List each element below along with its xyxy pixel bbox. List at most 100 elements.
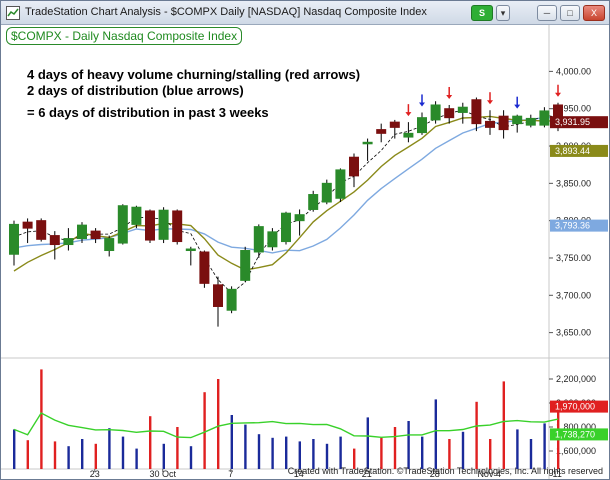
candle-body	[77, 224, 87, 240]
volume-bar	[325, 443, 329, 469]
price-tag: 3,931.95	[555, 117, 590, 127]
candle-body	[471, 99, 482, 125]
red-arrowhead-icon	[555, 92, 561, 97]
candle-body	[308, 194, 319, 210]
candle-body	[253, 226, 264, 253]
chart-app-icon	[6, 6, 20, 20]
chart-plot-area[interactable]: 4,000.003,950.003,900.003,850.003,800.00…	[1, 25, 609, 479]
candle-body	[417, 117, 427, 134]
volume-bar	[516, 429, 519, 469]
ma-mid-line	[13, 115, 559, 272]
volume-bar	[475, 401, 478, 469]
volume-bar	[529, 439, 533, 469]
candle-body	[185, 248, 196, 252]
volume-bar	[489, 439, 492, 469]
date-tick-label: 21	[362, 469, 372, 479]
volume-bar	[461, 431, 465, 469]
price-tag-bg	[550, 219, 608, 232]
symbol-label[interactable]: $COMPX - Daily Nasdaq Composite Index	[6, 27, 243, 45]
volume-tag-bg	[550, 428, 608, 441]
volume-tick-label: 1,600,000	[556, 446, 596, 456]
volume-bar	[53, 441, 57, 469]
volume-bar	[502, 381, 505, 469]
price-tag-bg	[550, 144, 608, 157]
candle-body	[36, 220, 47, 240]
volume-bar	[189, 446, 193, 469]
ma-fast-line	[13, 109, 559, 294]
volume-bar	[312, 439, 315, 469]
candle-body	[403, 132, 414, 138]
volume-bar	[230, 415, 233, 469]
candle-body	[349, 156, 359, 177]
price-tick-label: 3,650.00	[556, 328, 591, 338]
candle-body	[90, 230, 101, 240]
volume-bar	[421, 436, 424, 469]
volume-bar	[407, 421, 410, 469]
candle-body	[131, 206, 142, 225]
candle-body	[49, 235, 60, 246]
volume-bar	[339, 436, 342, 469]
volume-bar	[285, 436, 288, 469]
title-bar[interactable]: TradeStation Chart Analysis - $COMPX Dai…	[1, 1, 609, 25]
symbol-link-dropdown[interactable]: ▾	[496, 5, 510, 21]
volume-bar	[40, 369, 43, 469]
volume-bar	[393, 427, 397, 469]
red-arrowhead-icon	[446, 94, 453, 99]
volume-bar	[380, 437, 383, 469]
volume-tick-label: 1,800,000	[556, 422, 596, 432]
symbol-link-button[interactable]: S	[471, 5, 493, 21]
date-tick-label: 7	[228, 469, 233, 479]
volume-bar	[149, 416, 152, 469]
candle-body	[158, 209, 169, 240]
candle-body	[430, 104, 441, 121]
candle-body	[539, 110, 550, 126]
candle-body	[240, 250, 251, 281]
candle-body	[63, 238, 74, 246]
price-tag-bg	[550, 116, 608, 129]
candle-body	[145, 210, 155, 241]
volume-bar	[353, 448, 356, 469]
red-arrowhead-icon	[487, 100, 493, 105]
candle-body	[362, 141, 373, 145]
candle-body	[376, 129, 387, 134]
price-tick-label: 3,950.00	[556, 104, 591, 114]
volume-bar	[26, 440, 29, 469]
candle-body	[525, 117, 536, 126]
blue-arrowhead-icon	[514, 104, 521, 109]
price-volume-chart[interactable]: 4,000.003,950.003,900.003,850.003,800.00…	[1, 25, 609, 479]
candle-body	[457, 106, 468, 113]
maximize-button[interactable]: □	[560, 5, 580, 21]
volume-bar	[135, 448, 138, 469]
minimize-button[interactable]: ─	[537, 5, 557, 21]
candle-body	[444, 108, 455, 119]
candle-body	[172, 210, 183, 243]
candle-body	[267, 231, 278, 248]
volume-tag: 1,970,000	[555, 402, 595, 412]
candle-body	[199, 251, 210, 284]
date-tick-label: 30 Oct	[150, 469, 177, 479]
date-tick-label: 23	[90, 469, 100, 479]
volume-bar	[448, 439, 451, 469]
red-arrowhead-icon	[405, 112, 412, 117]
price-tick-label: 3,850.00	[556, 178, 591, 188]
candle-body	[104, 238, 115, 252]
candle-body	[9, 223, 19, 255]
price-tag: 3,793.36	[555, 221, 590, 231]
price-tick-label: 4,000.00	[556, 66, 591, 76]
annotation-line-2: 2 days of distribution (blue arrows)	[27, 83, 244, 98]
volume-bar	[543, 423, 546, 469]
candle-body	[213, 284, 223, 307]
date-tick-label: 14	[294, 469, 304, 479]
candle-body	[226, 288, 237, 311]
volume-bar	[81, 439, 84, 469]
volume-bar	[121, 436, 125, 469]
volume-bar	[217, 379, 220, 469]
candle-body	[335, 169, 346, 199]
volume-bar	[366, 417, 369, 469]
candle-body	[22, 221, 33, 229]
candle-body	[485, 120, 495, 128]
close-button[interactable]: X	[583, 5, 605, 21]
candle-body	[512, 115, 523, 125]
candle-body	[389, 121, 400, 128]
